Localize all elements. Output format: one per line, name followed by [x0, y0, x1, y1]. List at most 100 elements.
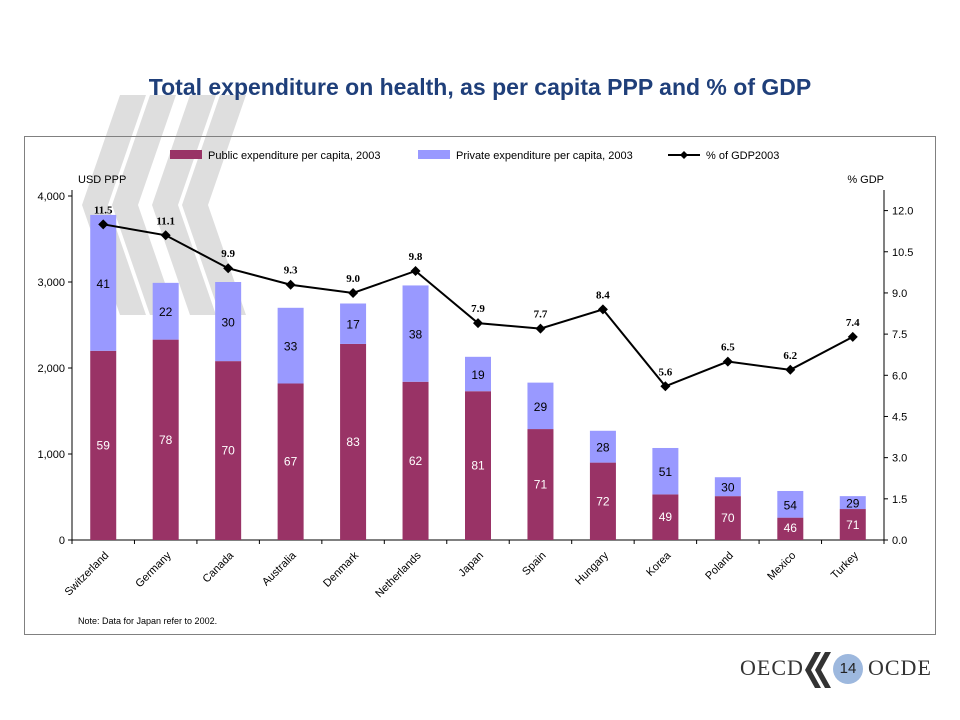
- public-share-label: 83: [346, 435, 360, 449]
- private-share-label: 29: [534, 400, 548, 414]
- bar-public-netherlands: [402, 381, 429, 540]
- bar-private-denmark: [340, 303, 367, 344]
- right-tick-label: 0.0: [892, 535, 907, 547]
- gdp-point-mexico: [785, 364, 796, 375]
- gdp-data-label: 9.0: [346, 273, 360, 285]
- bar-public-korea: [652, 494, 679, 540]
- category-label-korea: Korea: [644, 549, 674, 579]
- private-share-label: 54: [784, 498, 798, 512]
- bar-private-netherlands: [402, 285, 429, 382]
- ocde-logo-text: OCDE: [868, 655, 932, 680]
- gdp-data-label: 9.3: [284, 265, 298, 277]
- bar-public-switzerland: [90, 350, 117, 540]
- bar-public-japan: [465, 391, 491, 540]
- right-tick-label: 6.0: [892, 370, 907, 382]
- bar-public-mexico: [777, 517, 804, 540]
- gdp-data-label: 5.6: [659, 366, 673, 378]
- category-label-germany: Germany: [133, 549, 174, 590]
- right-tick-label: 12.0: [892, 206, 913, 218]
- bar-public-turkey: [839, 509, 866, 540]
- gdp-point-switzerland: [98, 219, 109, 230]
- bar-private-switzerland: [90, 214, 117, 351]
- category-label-japan: Japan: [456, 550, 486, 580]
- public-share-label: 49: [659, 510, 673, 524]
- public-share-label: 70: [221, 444, 235, 458]
- bar-private-poland: [714, 477, 741, 497]
- page-number-badge: 14: [833, 654, 863, 684]
- gdp-point-poland: [722, 356, 733, 367]
- legend-swatch-public: [170, 150, 202, 159]
- private-share-label: 29: [846, 497, 860, 511]
- category-label-turkey: Turkey: [829, 549, 861, 581]
- right-tick-label: 10.5: [892, 247, 913, 259]
- public-share-label: 78: [159, 433, 173, 447]
- gdp-data-label: 11.5: [94, 204, 113, 216]
- legend-label-private: Private expenditure per capita, 2003: [456, 150, 633, 162]
- bar-private-spain: [527, 382, 554, 430]
- gdp-point-australia: [285, 279, 296, 290]
- private-share-label: 30: [721, 481, 735, 495]
- category-label-hungary: Hungary: [573, 549, 611, 587]
- chart-frame: [24, 136, 936, 635]
- public-share-label: 62: [409, 454, 423, 468]
- gdp-point-spain: [535, 323, 546, 334]
- category-label-poland: Poland: [703, 550, 736, 583]
- bar-public-canada: [215, 361, 242, 540]
- bar-private-turkey: [839, 496, 866, 510]
- private-share-label: 19: [471, 368, 485, 382]
- legend-label-line: % of GDP2003: [706, 150, 779, 162]
- public-share-label: 67: [284, 455, 298, 469]
- private-share-label: 30: [221, 316, 235, 330]
- left-tick-label: 3,000: [37, 277, 65, 289]
- category-label-australia: Australia: [260, 549, 299, 588]
- left-tick-label: 1,000: [37, 449, 65, 461]
- page-title: Total expenditure on health, as per capi…: [148, 74, 812, 100]
- bar-public-denmark: [340, 343, 367, 540]
- private-share-label: 28: [596, 441, 610, 455]
- left-axis-title: USD PPP: [78, 174, 126, 186]
- private-share-label: 33: [284, 340, 298, 354]
- public-share-label: 59: [97, 438, 111, 452]
- gdp-data-label: 9.8: [409, 251, 423, 263]
- oecd-logo-text: OECD: [740, 655, 804, 680]
- legend-label-public: Public expenditure per capita, 2003: [208, 150, 380, 162]
- bar-public-spain: [527, 429, 554, 540]
- right-axis-title: % GDP: [847, 174, 884, 186]
- gdp-point-korea: [660, 381, 671, 392]
- public-share-label: 71: [534, 478, 548, 492]
- category-label-canada: Canada: [201, 549, 237, 585]
- bar-private-germany: [152, 282, 179, 340]
- chart-note: Note: Data for Japan refer to 2002.: [78, 616, 217, 626]
- bar-public-australia: [277, 383, 304, 540]
- gdp-data-label: 7.4: [846, 317, 860, 329]
- category-label-denmark: Denmark: [321, 549, 361, 589]
- left-tick-label: 0: [59, 535, 65, 547]
- right-tick-label: 1.5: [892, 494, 907, 506]
- legend-swatch-private: [418, 150, 450, 159]
- public-share-label: 72: [596, 494, 610, 508]
- bar-public-germany: [152, 339, 179, 540]
- public-share-label: 46: [784, 521, 798, 535]
- right-tick-label: 3.0: [892, 453, 907, 465]
- bar-private-hungary: [589, 430, 616, 463]
- gdp-point-hungary: [597, 304, 608, 315]
- public-share-label: 70: [721, 511, 735, 525]
- gdp-point-turkey: [847, 331, 858, 342]
- private-share-label: 22: [159, 305, 173, 319]
- public-share-label: 71: [846, 518, 860, 532]
- bar-private-canada: [215, 282, 242, 362]
- gdp-data-label: 7.7: [534, 309, 548, 321]
- category-label-mexico: Mexico: [765, 550, 798, 583]
- public-share-label: 81: [471, 459, 485, 473]
- gdp-point-denmark: [348, 287, 359, 298]
- bar-private-korea: [652, 447, 679, 495]
- gdp-point-japan: [473, 318, 483, 329]
- legend-swatch-marker: [680, 151, 688, 159]
- bar-public-hungary: [589, 462, 616, 540]
- right-tick-label: 9.0: [892, 288, 907, 300]
- category-label-netherlands: Netherlands: [373, 549, 424, 600]
- bar-private-japan: [465, 356, 491, 392]
- left-tick-label: 2,000: [37, 363, 65, 375]
- bar-public-poland: [714, 496, 741, 540]
